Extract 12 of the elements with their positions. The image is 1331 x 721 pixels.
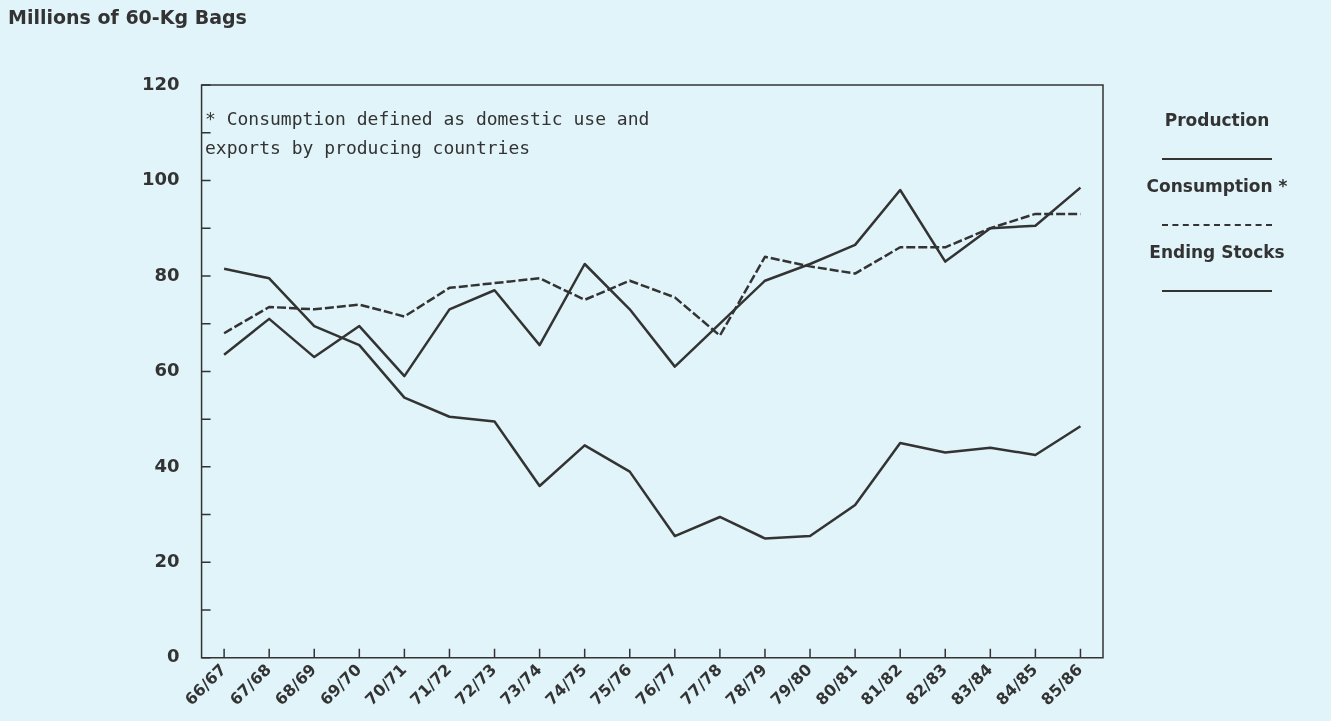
y-tick-label: 40 [154, 454, 180, 476]
y-tick-label: 100 [142, 168, 180, 190]
text: Consumption * [1145, 176, 1289, 196]
annotation: * Consumption defined as domestic use and exports by producing countries [205, 107, 651, 160]
y-axis-title: Millions of 60-Kg Bags [8, 6, 247, 28]
text: Production [1163, 110, 1271, 130]
text: Ending Stocks [1148, 242, 1286, 262]
y-tick-label: 120 [142, 72, 180, 94]
y-tick-label: 60 [154, 359, 180, 381]
y-tick-label: 20 [154, 550, 180, 572]
y-tick-label: 0 [167, 645, 180, 667]
y-tick-label: 80 [154, 263, 180, 285]
